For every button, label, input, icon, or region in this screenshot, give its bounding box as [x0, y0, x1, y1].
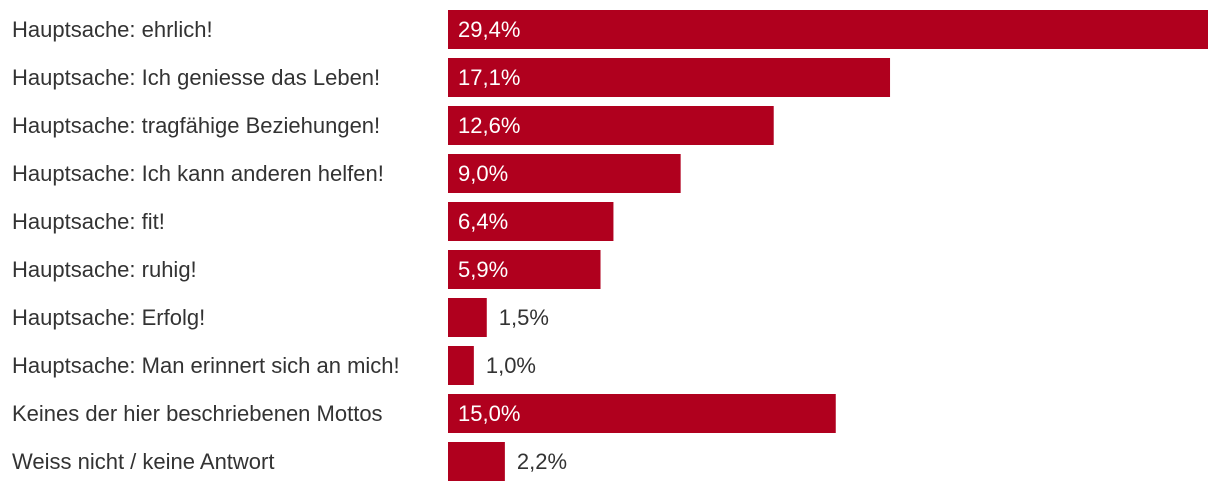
category-label: Keines der hier beschriebenen Mottos — [12, 401, 383, 426]
category-label: Hauptsache: ruhig! — [12, 257, 197, 282]
category-label: Hauptsache: tragfähige Beziehungen! — [12, 113, 380, 138]
value-label: 1,0% — [486, 353, 536, 378]
category-label: Hauptsache: Ich geniesse das Leben! — [12, 65, 380, 90]
value-label: 9,0% — [458, 161, 508, 186]
bar — [448, 394, 836, 433]
bar — [448, 346, 474, 385]
bar — [448, 154, 681, 193]
category-label: Hauptsache: Erfolg! — [12, 305, 205, 330]
bar — [448, 442, 505, 481]
bar — [448, 250, 601, 289]
bar-row: Hauptsache: ehrlich! 29,4% — [12, 10, 1208, 49]
category-label: Hauptsache: ehrlich! — [12, 17, 213, 42]
bar-row: Keines der hier beschriebenen Mottos 15,0… — [12, 394, 836, 433]
bar-row: Hauptsache: Man erinnert sich an mich! 1,… — [12, 346, 536, 385]
bar-row: Hauptsache: Ich geniesse das Leben! 17,1% — [12, 58, 891, 97]
bar — [448, 10, 1208, 49]
value-label: 17,1% — [458, 65, 520, 90]
category-label: Weiss nicht / keine Antwort — [12, 449, 275, 474]
value-label: 12,6% — [458, 113, 520, 138]
bar-row: Hauptsache: ruhig! 5,9% — [12, 250, 601, 289]
bar-row: Hauptsache: Ich kann anderen helfen! 9,0% — [12, 154, 681, 193]
value-label: 29,4% — [458, 17, 520, 42]
bar — [448, 202, 614, 241]
bar — [448, 106, 774, 145]
value-label: 5,9% — [458, 257, 508, 282]
bar-row: Hauptsache: Erfolg! 1,5% — [12, 298, 549, 337]
category-label: Hauptsache: fit! — [12, 209, 165, 234]
bar-row: Hauptsache: fit! 6,4% — [12, 202, 614, 241]
category-label: Hauptsache: Ich kann anderen helfen! — [12, 161, 384, 186]
value-label: 15,0% — [458, 401, 520, 426]
bar — [448, 58, 891, 97]
value-label: 6,4% — [458, 209, 508, 234]
bar-row: Weiss nicht / keine Antwort 2,2% — [12, 442, 567, 481]
category-label: Hauptsache: Man erinnert sich an mich! — [12, 353, 400, 378]
bar-row: Hauptsache: tragfähige Beziehungen! 12,6% — [12, 106, 774, 145]
value-label: 2,2% — [517, 449, 567, 474]
bar — [448, 298, 487, 337]
value-label: 1,5% — [499, 305, 549, 330]
